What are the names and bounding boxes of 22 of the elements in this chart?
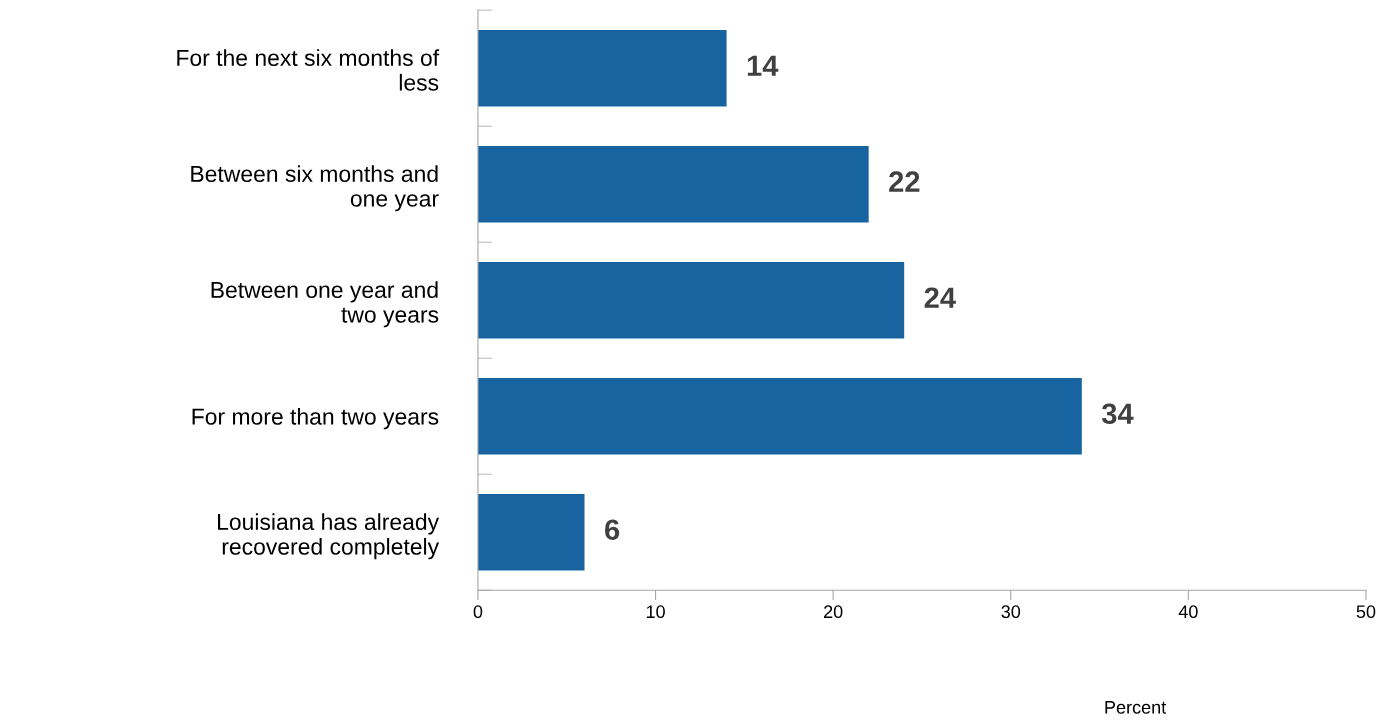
bar [477,29,727,107]
y-tick-label: For more than two years [192,407,439,430]
data-label: 22 [889,171,920,192]
x-tick-label: 0 [473,605,483,619]
data-label: 14 [747,55,779,76]
bar [477,377,1082,455]
bar [477,145,869,223]
x-axis-title: Percent [1105,701,1167,714]
bar [477,493,585,571]
x-tick-label: 20 [824,605,843,619]
y-tick-label: Louisiana has already recovered completely [218,513,440,560]
data-label: 6 [605,519,620,541]
x-tick-label: 50 [1356,605,1376,619]
x-tick-label: 30 [1001,605,1021,619]
y-tick-label: Between six months and one year [191,165,439,212]
y-tick-label: For the next six months of less [177,49,440,91]
bar [477,261,905,339]
data-label: 34 [1101,403,1134,425]
y-tick-label: Between one year and two years [211,281,439,328]
x-tick-label: 10 [646,605,665,619]
data-label: 24 [924,287,956,308]
x-tick-label: 40 [1178,605,1198,619]
